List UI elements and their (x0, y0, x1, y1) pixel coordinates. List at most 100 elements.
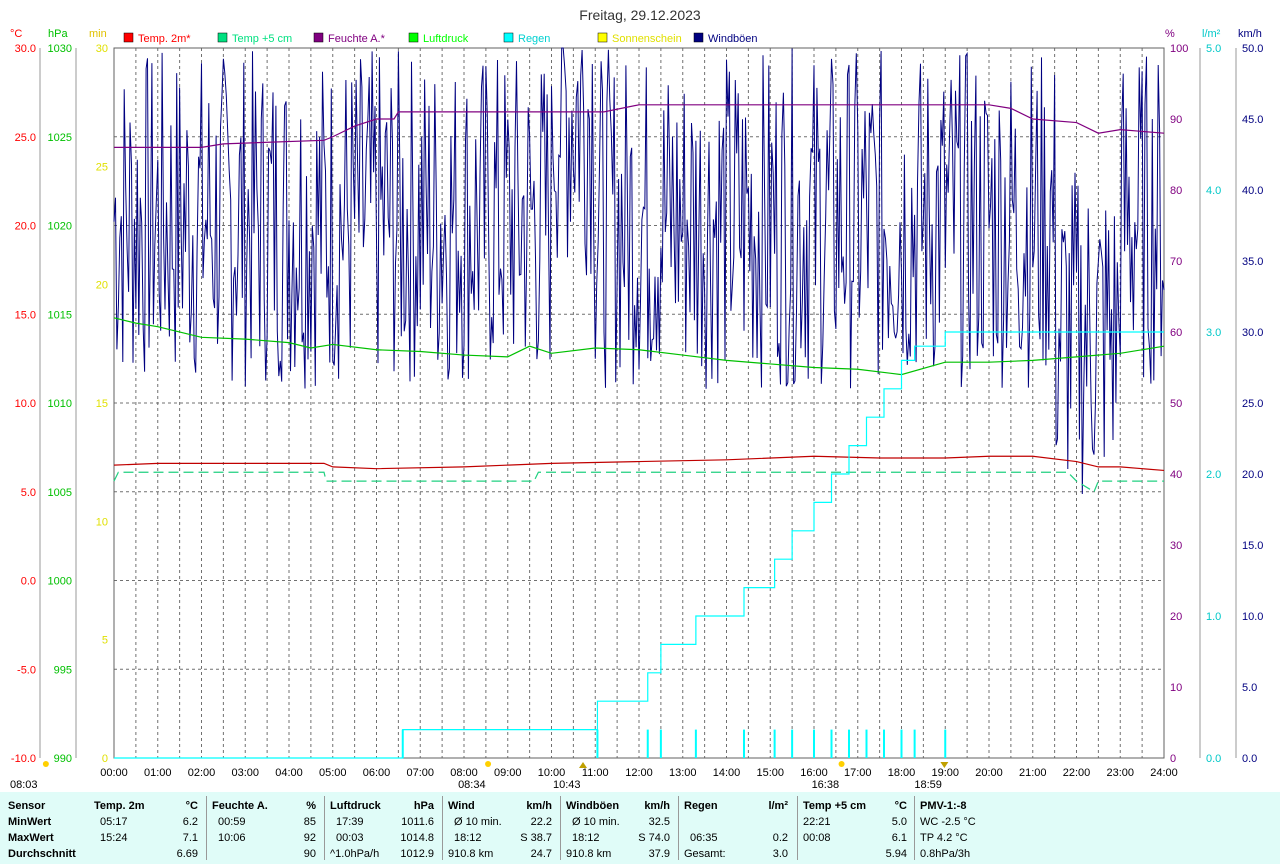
sun-icon (838, 761, 845, 767)
sun-time-label: 08:03 (10, 779, 38, 791)
stat-value: 5.0 (891, 816, 907, 828)
column-title: Wind (448, 800, 475, 812)
rain-tick-label: 2.0 (1206, 469, 1221, 481)
row-label: Sensor (8, 800, 46, 812)
x-tick-label: 07:00 (406, 767, 434, 779)
stat-value: S 74.0 (638, 832, 670, 844)
temp-tick-label: 15.0 (15, 309, 36, 321)
stat-value: 24.7 (530, 848, 552, 860)
x-tick-label: 01:00 (144, 767, 172, 779)
column-title: PMV-1:-8 (920, 800, 967, 812)
wind-tick-label: 30.0 (1242, 327, 1263, 339)
x-tick-label: 06:00 (363, 767, 391, 779)
pressure-tick-label: 1005 (48, 487, 72, 499)
temp-tick-label: -5.0 (17, 664, 36, 676)
column-unit: km/h (526, 800, 552, 812)
temp-tick-label: 10.0 (15, 398, 36, 410)
rain-tick-label: 0.0 (1206, 753, 1221, 765)
legend-swatch (597, 32, 608, 43)
x-tick-label: 20:00 (975, 767, 1003, 779)
temp-tick-label: -10.0 (11, 753, 36, 765)
stat-label: 05:17 (100, 816, 128, 828)
stat-label: 910.8 km (566, 848, 612, 860)
pressure-tick-label: 990 (54, 753, 72, 765)
row-label: Durchschnitt (8, 848, 76, 860)
rain-tick-label: 3.0 (1206, 327, 1221, 339)
wind-tick-label: 50.0 (1242, 43, 1263, 55)
column-divider (560, 796, 561, 860)
rain-axis-unit: l/m² (1202, 28, 1221, 40)
column-title: Temp +5 cm (803, 800, 867, 812)
sunrise-icon (579, 762, 587, 768)
temp-axis-unit: °C (10, 28, 22, 40)
legend-label: Windböen (708, 33, 758, 45)
legend-swatch (503, 32, 514, 43)
pressure-tick-label: 995 (54, 664, 72, 676)
pressure-line (113, 317, 1165, 376)
stat-value: 0.2 (772, 832, 788, 844)
humidity-tick-label: 100 (1170, 43, 1188, 55)
stat-label: 15:24 (100, 832, 128, 844)
x-tick-label: 05:00 (319, 767, 347, 779)
x-tick-label: 18:00 (888, 767, 916, 779)
wind-tick-label: 15.0 (1242, 540, 1263, 552)
legend-swatch (123, 32, 134, 43)
stat-value: S 38.7 (520, 832, 552, 844)
stat-value: 85 (303, 816, 316, 828)
column-divider (442, 796, 443, 860)
legend-label: Luftdruck (423, 33, 469, 45)
stat-label: TP 4.2 °C (920, 832, 968, 844)
wind-tick-label: 5.0 (1242, 682, 1257, 694)
stat-value: 6.1 (891, 832, 907, 844)
x-tick-label: 11:00 (582, 767, 609, 779)
column-divider (678, 796, 679, 860)
pressure-tick-label: 1030 (48, 43, 72, 55)
humidity-tick-label: 30 (1170, 540, 1182, 552)
column-title: Feuchte A. (212, 800, 268, 812)
stat-value: 92 (303, 832, 316, 844)
humidity-tick-label: 90 (1170, 114, 1182, 126)
legend-swatch (313, 32, 324, 43)
stat-value: 1014.8 (400, 832, 434, 844)
humidity-line (114, 104, 1165, 148)
sun-tick-label: 30 (96, 43, 108, 55)
rain-tick-label: 4.0 (1206, 185, 1221, 197)
windgust-line (113, 47, 1165, 495)
x-tick-label: 13:00 (669, 767, 697, 779)
legend-label: Feuchte A.* (328, 33, 386, 45)
rain-cumulative-line (114, 331, 1164, 759)
legend-label: Temp. 2m* (138, 33, 191, 45)
temp5cm-line (113, 471, 1164, 493)
stat-label: 22:21 (803, 816, 831, 828)
pressure-tick-label: 1025 (48, 132, 72, 144)
temp-tick-label: 0.0 (21, 576, 36, 588)
rain-tick-label: 1.0 (1206, 611, 1221, 623)
humidity-tick-label: 80 (1170, 185, 1182, 197)
temp-tick-label: 20.0 (15, 221, 36, 233)
wind-tick-label: 20.0 (1242, 469, 1263, 481)
sun-time-label: 16:38 (812, 779, 840, 791)
x-tick-label: 03:00 (231, 767, 259, 779)
x-tick-label: 00:00 (100, 767, 128, 779)
stat-label: 18:12 (454, 832, 482, 844)
sun-tick-label: 0 (102, 753, 108, 765)
x-tick-label: 16:00 (800, 767, 828, 779)
x-tick-label: 08:00 (450, 767, 478, 779)
column-divider (324, 796, 325, 860)
stat-label: 910.8 km (448, 848, 494, 860)
legend-label: Temp +5 cm (232, 33, 292, 45)
sun-time-label: 10:43 (553, 779, 581, 791)
wind-tick-label: 0.0 (1242, 753, 1257, 765)
pressure-tick-label: 1020 (48, 221, 72, 233)
stat-value: 90 (303, 848, 316, 860)
x-tick-label: 15:00 (756, 767, 784, 779)
sun-tick-label: 25 (96, 161, 108, 173)
legend-label: Sonnenschein (612, 33, 682, 45)
wind-tick-label: 10.0 (1242, 611, 1263, 623)
stat-label: 00:59 (218, 816, 246, 828)
column-divider (797, 796, 798, 860)
x-tick-label: 22:00 (1063, 767, 1091, 779)
sun-tick-label: 10 (96, 516, 108, 528)
humidity-axis-unit: % (1165, 28, 1175, 40)
stat-label: 0.8hPa/3h (920, 848, 971, 860)
